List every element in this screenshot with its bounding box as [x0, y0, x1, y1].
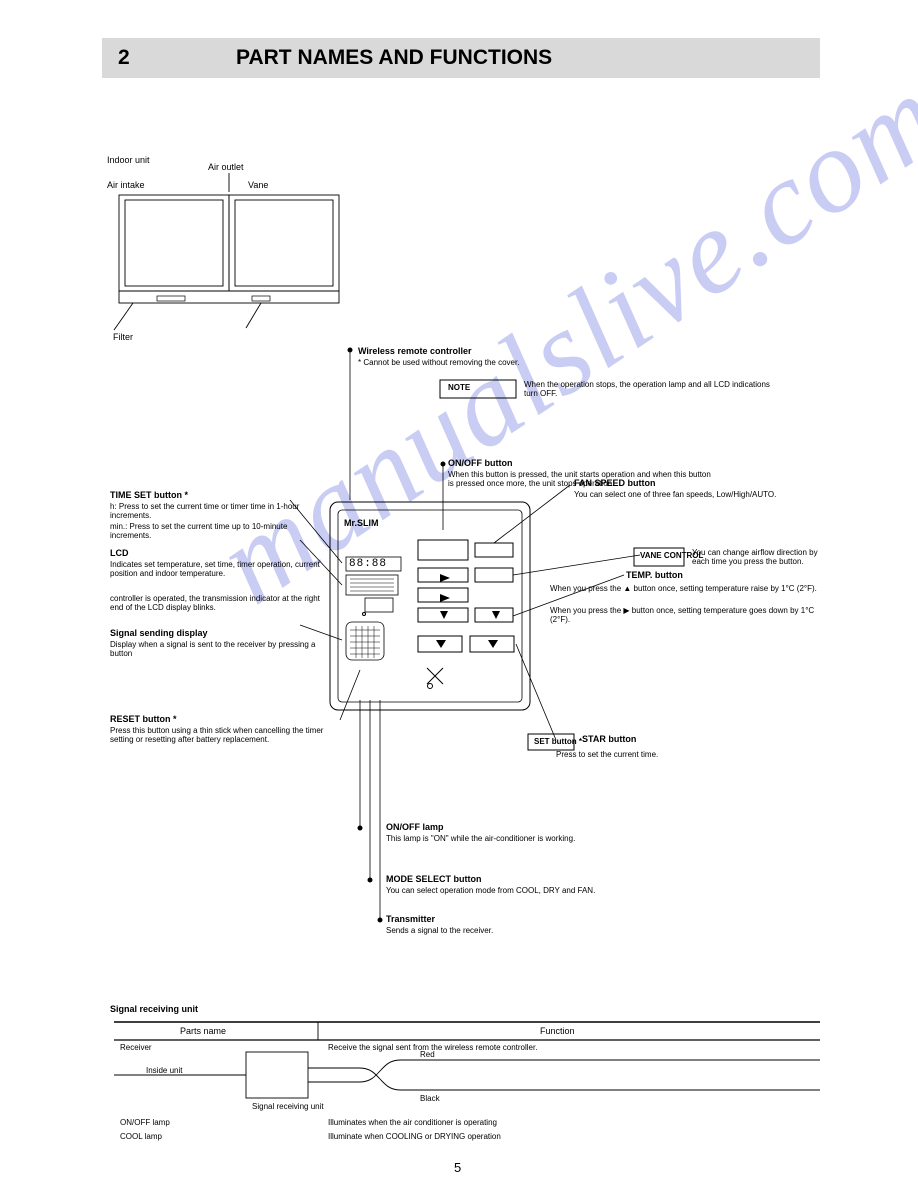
wire-black: Black — [420, 1094, 440, 1103]
col-parts: Parts name — [180, 1026, 226, 1036]
inside-recv: Signal receiving unit — [252, 1102, 324, 1111]
page-root: manualslive.com 2 PART NAMES AND FUNCTIO… — [0, 0, 918, 1188]
wire-red: Red — [420, 1050, 435, 1059]
row-onlamp: ON/OFF lamp — [120, 1118, 170, 1127]
row-receiver-desc: Receive the signal sent from the wireles… — [328, 1043, 808, 1052]
row-cool: COOL lamp — [120, 1132, 162, 1141]
row-cool-desc: Illuminate when COOLING or DRYING operat… — [328, 1132, 808, 1141]
recv-heading: Signal receiving unit — [110, 1004, 198, 1014]
row-receiver: Receiver — [120, 1043, 152, 1052]
inside-unit: Inside unit — [146, 1066, 182, 1075]
page-number: 5 — [454, 1160, 461, 1175]
row-onlamp-desc: Illuminates when the air conditioner is … — [328, 1118, 808, 1127]
col-function: Function — [540, 1026, 575, 1036]
